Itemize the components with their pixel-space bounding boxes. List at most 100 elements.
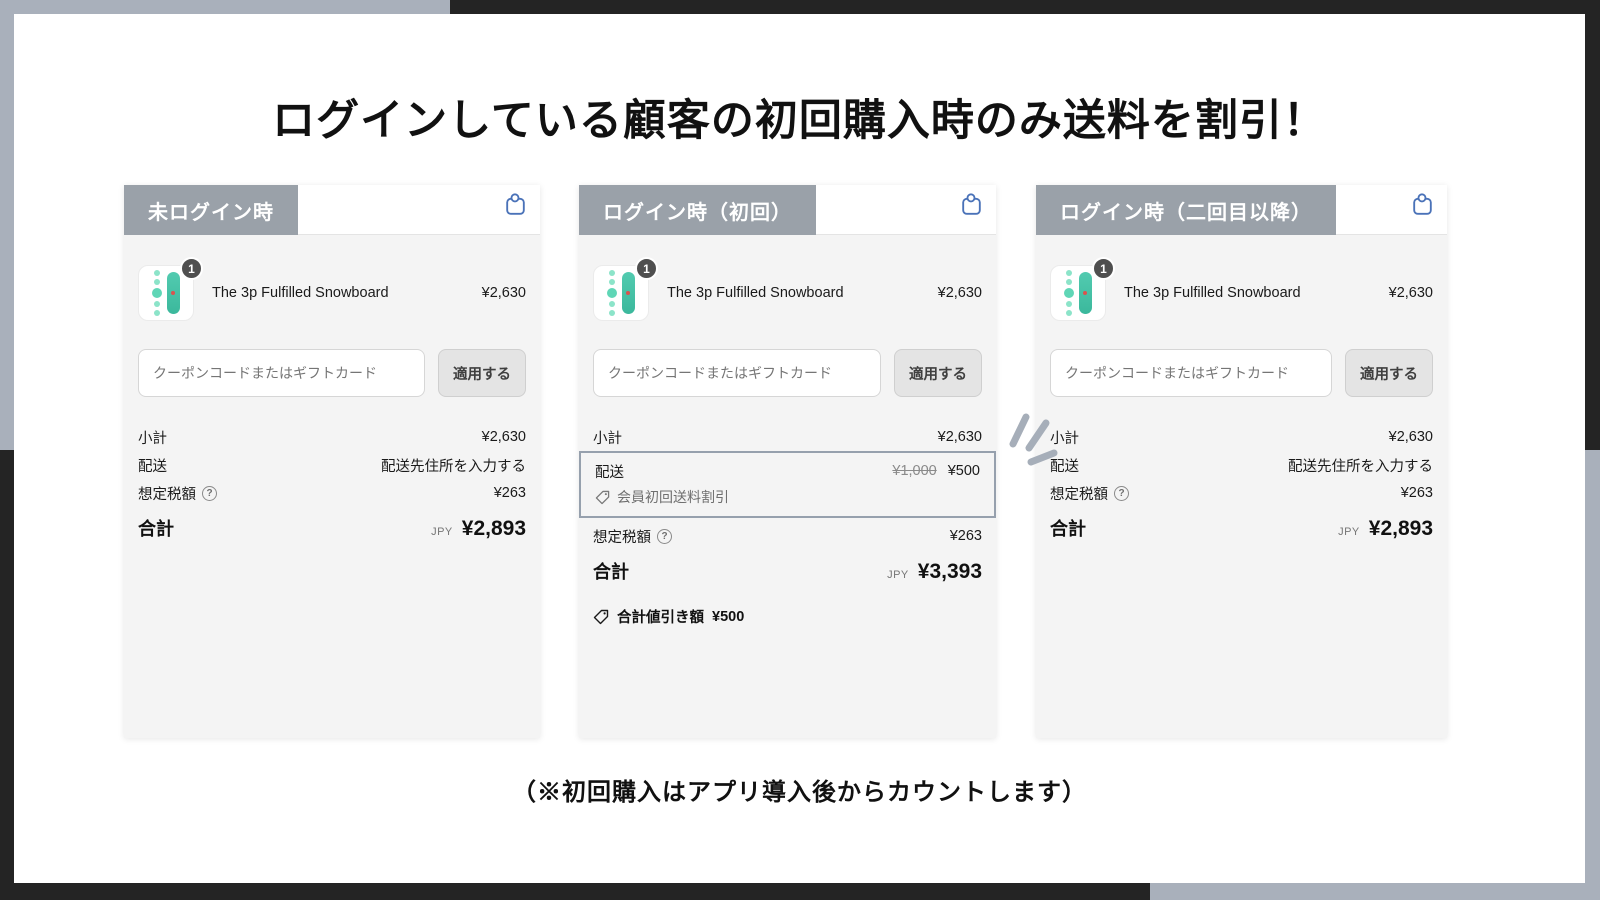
total-label: 合計 [593, 562, 629, 582]
card-body: 1 The 3p Fulfilled Snowboard ¥2,630 適用する… [579, 235, 996, 738]
total-value: ¥2,893 [1368, 517, 1433, 540]
page-title: ログインしている顧客の初回購入時のみ送料を割引！ [272, 97, 1327, 145]
frame-right-gray [1585, 450, 1600, 900]
cart-card-not-logged-in: 未ログイン時 1 The 3p Fulfilled Snowboard ¥2,6… [124, 185, 540, 738]
tax-label: 想定税額 [138, 486, 196, 503]
subtotal-value: ¥2,630 [937, 429, 982, 445]
product-name: The 3p Fulfilled Snowboard [667, 285, 844, 301]
emphasis-marks-icon [1009, 413, 1058, 466]
currency-code: JPY [431, 526, 453, 538]
shipping-value: 配送先住所を入力する [1288, 458, 1433, 475]
currency-code: JPY [887, 569, 909, 581]
frame-left-gray [0, 14, 14, 450]
subtotal-value: ¥2,630 [1388, 429, 1433, 445]
subtotal-label: 小計 [593, 430, 622, 447]
coupon-input[interactable] [1050, 349, 1332, 397]
tax-row: 想定税額 ? ¥263 [138, 479, 526, 507]
shipping-discount-note: 会員初回送料割引 [595, 485, 980, 509]
frame-top-dark [450, 0, 1600, 14]
total-discount-value: ¥500 [712, 608, 745, 625]
coupon-row: 適用する [593, 349, 982, 397]
tax-row: 想定税額 ? ¥263 [1050, 479, 1433, 507]
product-thumbnail: 1 [593, 257, 658, 321]
card-header: 未ログイン時 [124, 185, 540, 235]
product-thumbnail: 1 [1050, 257, 1115, 321]
snowboard-art [152, 270, 162, 316]
product-name: The 3p Fulfilled Snowboard [212, 285, 389, 301]
card-tag-label: ログイン時（初回） [579, 185, 816, 235]
subtotal-value: ¥2,630 [481, 429, 526, 445]
content-canvas: ログインしている顧客の初回購入時のみ送料を割引！ 未ログイン時 1 The 3p… [14, 14, 1585, 883]
tax-value: ¥263 [1400, 485, 1433, 501]
product-price: ¥2,630 [481, 285, 526, 301]
shipping-row: 配送 配送先住所を入力する [138, 451, 526, 479]
product-row: 1 The 3p Fulfilled Snowboard ¥2,630 [138, 257, 526, 321]
frame-bottom-dark [0, 883, 1150, 900]
help-icon[interactable]: ? [1114, 485, 1129, 501]
product-price: ¥2,630 [1388, 285, 1433, 301]
snowboard-art [1064, 270, 1074, 316]
shipping-discount-note-text: 会員初回送料割引 [617, 489, 729, 505]
snowboard-board [167, 272, 180, 314]
card-body: 1 The 3p Fulfilled Snowboard ¥2,630 適用する… [1036, 235, 1447, 738]
quantity-badge: 1 [1092, 257, 1115, 280]
cart-bag-icon[interactable] [502, 191, 529, 218]
total-value: ¥2,893 [461, 517, 526, 540]
frame-left-dark [0, 450, 14, 883]
product-name: The 3p Fulfilled Snowboard [1124, 285, 1301, 301]
total-row: 合計 JPY ¥2,893 [1050, 515, 1433, 551]
coupon-input[interactable] [138, 349, 425, 397]
apply-coupon-button[interactable]: 適用する [438, 349, 526, 397]
frame-right-dark [1585, 14, 1600, 450]
cart-card-logged-in-first: ログイン時（初回） 1 The 3p Fulfilled Snowboard ¥… [579, 185, 996, 738]
snowboard-board [622, 272, 635, 314]
card-tag-label: ログイン時（二回目以降） [1036, 185, 1336, 235]
total-discount-label: 合計値引き額 [617, 610, 704, 626]
subtotal-label: 小計 [138, 430, 167, 447]
product-thumbnail: 1 [138, 257, 203, 321]
product-price: ¥2,630 [937, 285, 982, 301]
tax-label: 想定税額 [593, 529, 651, 546]
subtotal-row: 小計 ¥2,630 [593, 423, 982, 451]
card-tag-label: 未ログイン時 [124, 185, 298, 235]
tax-label: 想定税額 [1050, 486, 1108, 503]
shipping-row: 配送 配送先住所を入力する [1050, 451, 1433, 479]
frame-top-gray [0, 0, 450, 14]
total-label: 合計 [138, 519, 174, 539]
shipping-row: 配送 ¥1,000 ¥500 [595, 457, 980, 485]
tax-value: ¥263 [949, 528, 982, 544]
coupon-input[interactable] [593, 349, 881, 397]
apply-coupon-button[interactable]: 適用する [894, 349, 982, 397]
total-row: 合計 JPY ¥2,893 [138, 515, 526, 551]
shipping-label: 配送 [138, 458, 167, 475]
shipping-label: 配送 [1050, 458, 1079, 475]
frame-bottom-gray [1150, 883, 1600, 900]
cart-card-logged-in-repeat: ログイン時（二回目以降） 1 The 3p Fulfilled Snowboar… [1036, 185, 1447, 738]
product-row: 1 The 3p Fulfilled Snowboard ¥2,630 [1050, 257, 1433, 321]
footnote: （※初回購入はアプリ導入後からカウントします） [512, 779, 1087, 806]
apply-coupon-button[interactable]: 適用する [1345, 349, 1433, 397]
quantity-badge: 1 [180, 257, 203, 280]
snowboard-art [607, 270, 617, 316]
help-icon[interactable]: ? [202, 485, 217, 501]
tax-row: 想定税額 ? ¥263 [593, 522, 982, 550]
coupon-row: 適用する [138, 349, 526, 397]
discount-tag-icon [595, 490, 610, 504]
shipping-label: 配送 [595, 464, 624, 481]
total-row: 合計 JPY ¥3,393 [593, 558, 982, 594]
cart-bag-icon[interactable] [958, 191, 985, 218]
help-icon[interactable]: ? [657, 528, 672, 544]
subtotal-label: 小計 [1050, 430, 1079, 447]
total-label: 合計 [1050, 519, 1086, 539]
coupon-row: 適用する [1050, 349, 1433, 397]
snowboard-board [1079, 272, 1092, 314]
shipping-value: 配送先住所を入力する [381, 458, 526, 475]
subtotal-row: 小計 ¥2,630 [138, 423, 526, 451]
cart-bag-icon[interactable] [1409, 191, 1436, 218]
subtotal-row: 小計 ¥2,630 [1050, 423, 1433, 451]
shipping-discount-highlight: 配送 ¥1,000 ¥500 会員初回送料割引 [579, 451, 996, 518]
quantity-badge: 1 [635, 257, 658, 280]
shipping-discounted-price: ¥500 [947, 463, 980, 479]
currency-code: JPY [1338, 526, 1360, 538]
card-header: ログイン時（初回） [579, 185, 996, 235]
